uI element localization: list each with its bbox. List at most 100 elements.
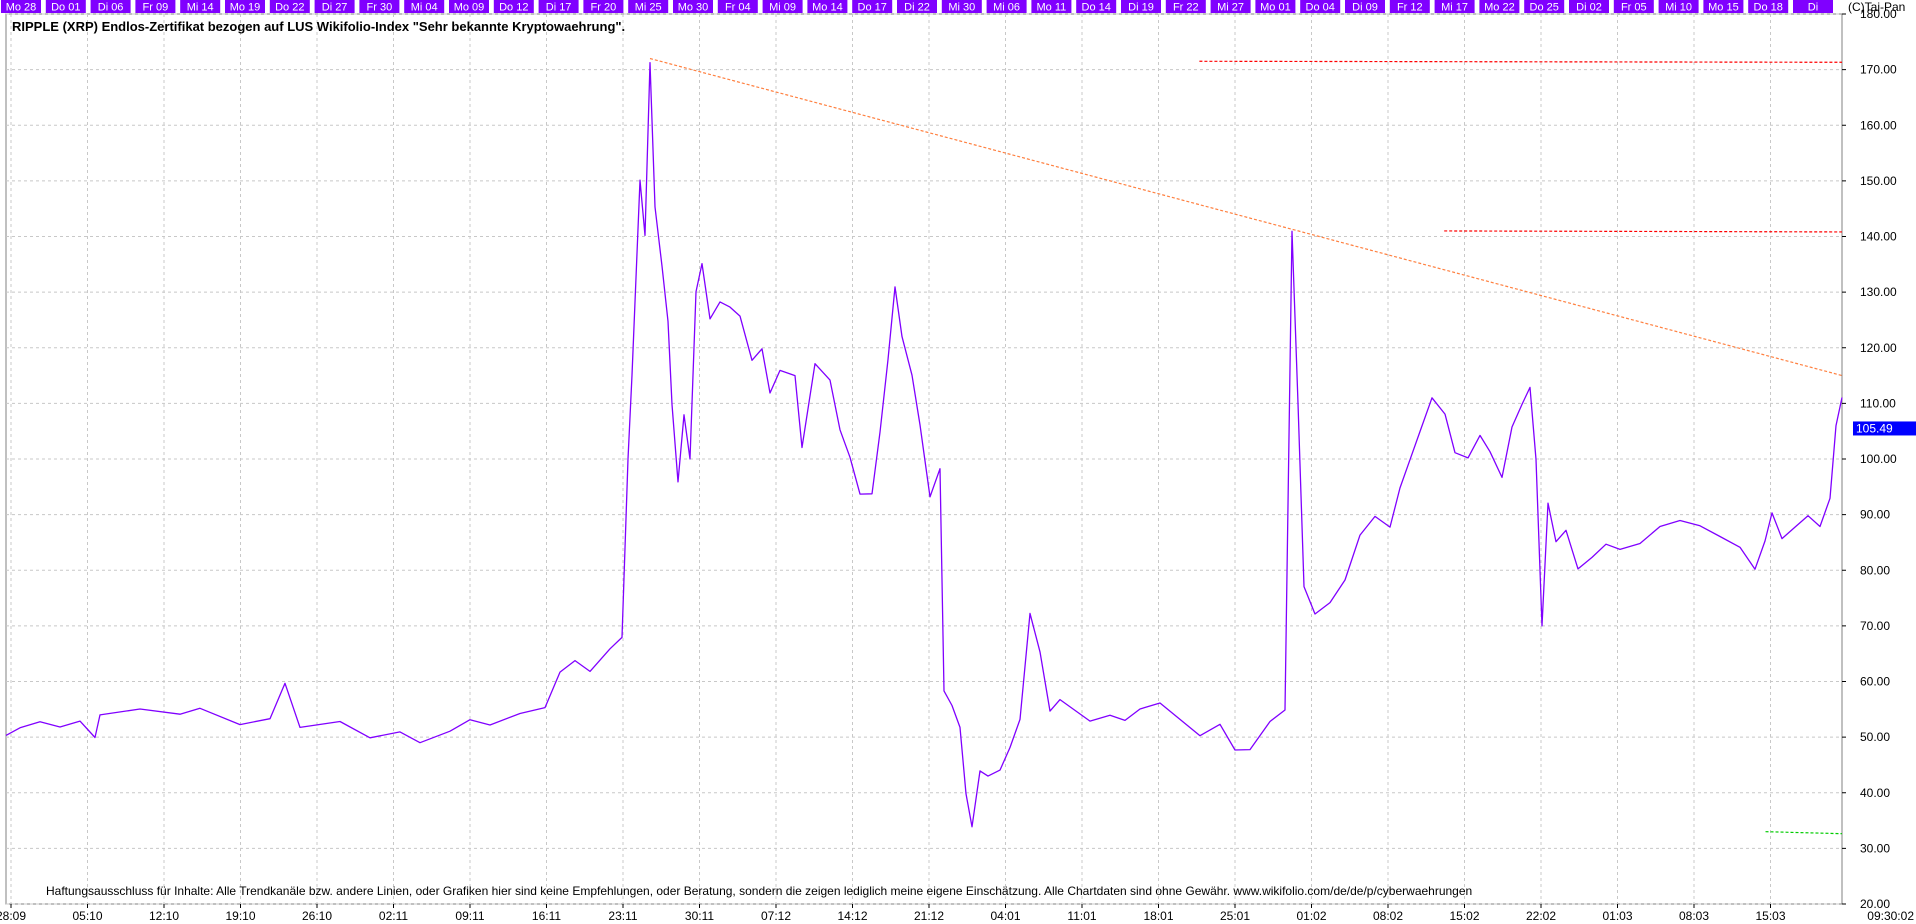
top-date-badge [852,0,893,13]
top-date-badge [628,0,669,13]
trendline [649,57,1843,377]
top-date-label: Mi 17 [1441,2,1468,14]
top-date-label: Mo 30 [678,2,709,14]
top-date-badge [1255,0,1296,13]
top-date-badge [807,0,848,13]
x-tick-label: 09:11 [455,909,484,923]
x-tick-label: 04:01 [990,909,1020,923]
top-date-badge [1165,0,1206,13]
top-date-label: Do 01 [51,2,80,14]
top-date-badge [1524,0,1565,13]
top-date-label: Mo 11 [1037,2,1067,14]
top-date-badge [1434,0,1475,13]
support-line [1765,831,1843,835]
y-tick-label: 130.00 [1860,285,1897,299]
top-date-badge [449,0,489,13]
top-date-label: Do 22 [275,2,304,14]
x-tick-label: 21:12 [914,909,944,923]
y-tick-label: 150.00 [1860,174,1897,188]
top-date-label: Mo 22 [1484,2,1515,14]
top-date-badge [269,0,310,13]
y-tick-label: 170.00 [1860,63,1897,77]
top-date-label: Di 09 [1352,2,1378,14]
top-date-badge [897,0,937,13]
top-date-label: Mi 10 [1665,2,1692,14]
x-tick-label: 08:03 [1679,909,1709,923]
top-date-label: Di 27 [322,2,348,14]
y-tick-label: 80.00 [1860,563,1890,577]
top-date-label: Fr 20 [591,2,617,14]
top-date-label: Mi 25 [635,2,662,14]
top-date-label: Di 02 [1576,2,1602,14]
disclaimer-text: Haftungsausschluss für Inhalte: Alle Tre… [46,884,1472,898]
y-tick-label: 40.00 [1860,786,1890,800]
copyright-label: (C)Tai-Pan [1848,0,1905,14]
x-tick-label: 02:11 [379,909,408,923]
top-date-label: Mo 14 [812,2,843,14]
top-date-label: Do 12 [499,2,528,14]
top-date-label: Fr 09 [143,2,169,14]
top-date-badge [1479,0,1520,13]
top-date-badge [1793,0,1833,13]
resistance-line [1444,230,1843,233]
price-series-line [5,62,1843,828]
top-date-badge [762,0,803,13]
x-tick-label: 26:10 [302,909,332,923]
x-tick-label: 12:10 [149,909,179,923]
x-tick-label: 28:09 [0,909,26,923]
top-date-badge [135,0,176,13]
top-date-label: Do 04 [1306,2,1335,14]
y-tick-label: 100.00 [1860,452,1897,466]
top-date-badge [225,0,265,13]
y-tick-label: 120.00 [1860,341,1897,355]
top-date-label: Di 22 [904,2,930,14]
time-label: 09:30:02 [1867,909,1914,923]
x-tick-label: 30:11 [685,909,714,923]
x-tick-label: 01:02 [1296,909,1326,923]
top-date-badge [90,0,131,13]
top-date-label: Mo 15 [1708,2,1739,14]
top-date-label: Di 06 [98,2,124,14]
y-tick-label: 50.00 [1860,730,1890,744]
top-date-label: Do 14 [1082,2,1111,14]
top-date-label: Mi 09 [769,2,796,14]
y-tick-label: 110.00 [1860,396,1896,410]
top-date-label: Mi 06 [993,2,1020,14]
top-date-label: Fr 12 [1397,2,1423,14]
top-date-label: Fr 30 [367,2,393,14]
top-date-badge [717,0,758,13]
top-date-badge [583,0,624,13]
top-date-label: Di 19 [1128,2,1154,14]
x-tick-label: 07:12 [761,909,791,923]
top-date-label: Fr 04 [725,2,751,14]
top-date-badge [359,0,400,13]
resistance-line [1199,60,1843,63]
x-tick-label: 23:11 [608,909,637,923]
top-date-label: Mi 30 [948,2,975,14]
top-date-badge [538,0,579,13]
x-tick-label: 01:03 [1602,909,1632,923]
top-date-badge [1658,0,1699,13]
top-date-label: Di 17 [546,2,572,14]
y-tick-label: 20.00 [1860,897,1890,911]
x-tick-label: 08:02 [1373,909,1403,923]
x-tick-label: 15:02 [1449,909,1479,923]
top-date-badge [1748,0,1789,13]
x-tick-label: 22:02 [1526,909,1556,923]
top-date-label: Mi 04 [411,2,438,14]
top-date-badge [1703,0,1744,13]
x-tick-label: 25:01 [1220,909,1250,923]
top-date-label: Do 17 [858,2,887,14]
top-date-badge [404,0,445,13]
top-date-badge [1613,0,1654,13]
top-date-badge [1121,0,1161,13]
top-date-badge [1345,0,1385,13]
x-tick-label: 18:01 [1143,909,1173,923]
y-tick-label: 70.00 [1860,619,1890,633]
top-date-label: Do 25 [1530,2,1559,14]
y-tick-label: 90.00 [1860,508,1890,522]
top-date-label: Mi 27 [1217,2,1244,14]
top-date-label: Fr 22 [1173,2,1199,14]
